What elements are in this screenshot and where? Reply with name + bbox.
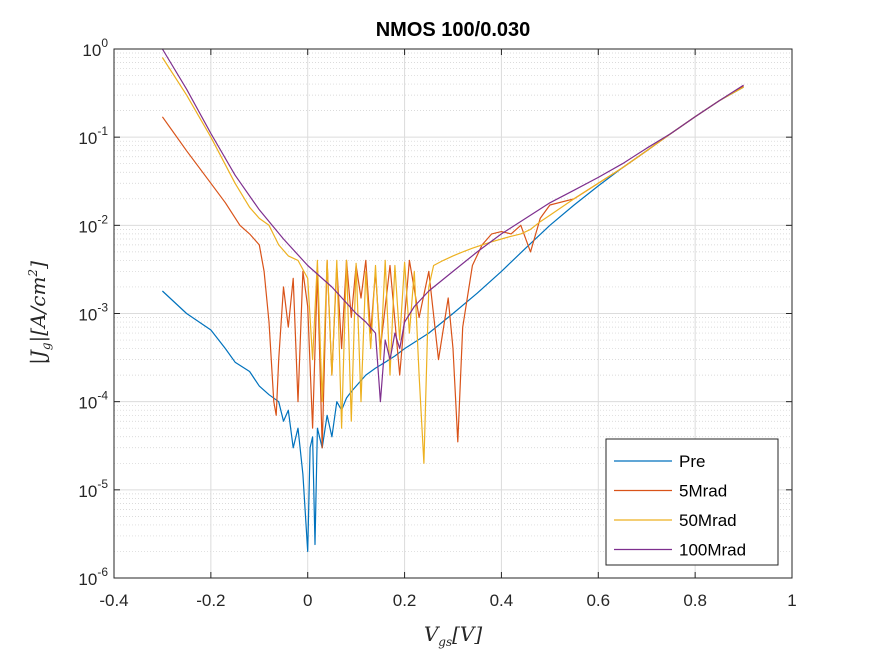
legend-label: 5Mrad [679, 482, 727, 501]
legend-label: Pre [679, 452, 705, 471]
x-tick-label: 0.4 [490, 591, 514, 610]
series-line-50mrad [161, 57, 744, 464]
y-axis-label: |Jg|[A/cm2] [26, 261, 53, 365]
x-tick-label: -0.2 [196, 591, 225, 610]
chart-title: NMOS 100/0.030 [376, 19, 531, 41]
series-line-5mrad [161, 85, 744, 449]
legend-label: 50Mrad [679, 511, 737, 530]
x-tick-label: 0.6 [586, 591, 610, 610]
y-tick-label: 10-6 [78, 565, 108, 589]
y-tick-label: 100 [82, 36, 108, 60]
y-tick-label: 10-4 [78, 389, 108, 413]
series-layer [161, 48, 744, 553]
y-tick-label: 10-3 [78, 301, 108, 325]
x-tick-label: -0.4 [99, 591, 128, 610]
legend-box [605, 438, 779, 566]
tick-marks [113, 48, 793, 579]
legend-label: 100Mrad [679, 541, 746, 560]
x-tick-label: 0 [303, 591, 312, 610]
y-tick-labels: 10-6 10-5 10-4 10-3 10-2 10-1 100 [78, 36, 108, 589]
x-tick-label: 0.2 [393, 591, 417, 610]
y-tick-label: 10-5 [78, 477, 108, 501]
x-tick-labels: -0.4 -0.2 0 0.2 0.4 0.6 0.8 1 [99, 591, 796, 610]
x-axis-label: Vgs[V] [424, 622, 483, 649]
x-tick-label: 0.8 [683, 591, 707, 610]
y-tick-label: 10-1 [78, 124, 108, 148]
x-tick-label: 1 [787, 591, 796, 610]
y-tick-label: 10-2 [78, 212, 108, 236]
series-line-100mrad [161, 48, 744, 403]
legend: Pre 5Mrad 50Mrad 100Mrad [605, 438, 779, 566]
